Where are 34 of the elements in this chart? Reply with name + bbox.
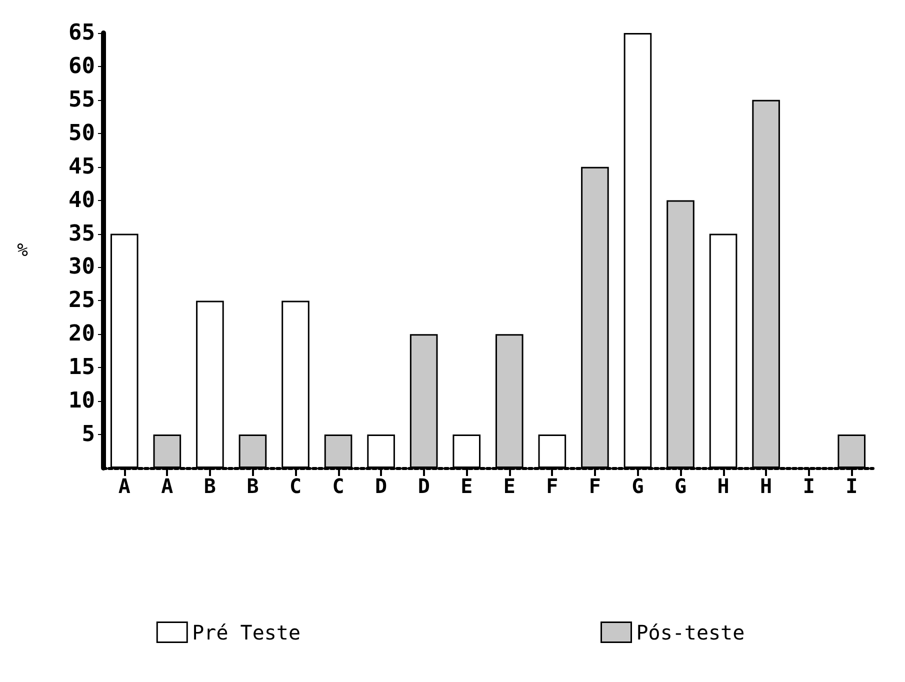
- x-tick-label: E: [503, 474, 516, 498]
- x-tick-label: B: [204, 474, 216, 498]
- x-tick-label: A: [118, 474, 130, 498]
- y-tick-label: 45: [68, 154, 95, 180]
- y-tick-label: 50: [68, 120, 95, 146]
- x-tick-label: E: [460, 474, 473, 498]
- y-tick-label: 40: [68, 188, 95, 213]
- x-tick-label: B: [246, 474, 259, 498]
- x-tick-label: I: [846, 474, 858, 498]
- x-tick-label: F: [588, 474, 601, 498]
- y-tick-label: 25: [68, 288, 95, 314]
- x-tick-label: I: [802, 474, 815, 498]
- y-tick-label: 60: [68, 54, 95, 79]
- x-tick-label: C: [289, 474, 302, 498]
- x-tick-label: D: [418, 474, 430, 498]
- y-tick-label: 55: [68, 87, 95, 112]
- y-tick-label: 65: [68, 20, 95, 46]
- y-tick-label: 35: [68, 221, 95, 246]
- y-tick-label: 30: [68, 254, 95, 280]
- x-tick-label: D: [375, 474, 388, 498]
- x-tick-label: C: [332, 474, 344, 498]
- x-tick-label: A: [161, 474, 174, 498]
- x-tick-label: G: [674, 474, 687, 498]
- legend-label: Pré Teste: [192, 620, 301, 644]
- y-tick-label: 10: [68, 388, 95, 414]
- x-tick-label: G: [632, 474, 644, 498]
- y-tick-label: 20: [68, 322, 95, 347]
- x-tick-label: F: [546, 474, 558, 498]
- legend-label: Pós-teste: [636, 620, 745, 644]
- y-axis-title: %: [17, 240, 28, 261]
- y-tick-label: 15: [68, 355, 95, 380]
- x-tick-label: H: [760, 474, 772, 498]
- y-tick-label: 5: [82, 422, 95, 448]
- x-tick-label: H: [717, 474, 730, 498]
